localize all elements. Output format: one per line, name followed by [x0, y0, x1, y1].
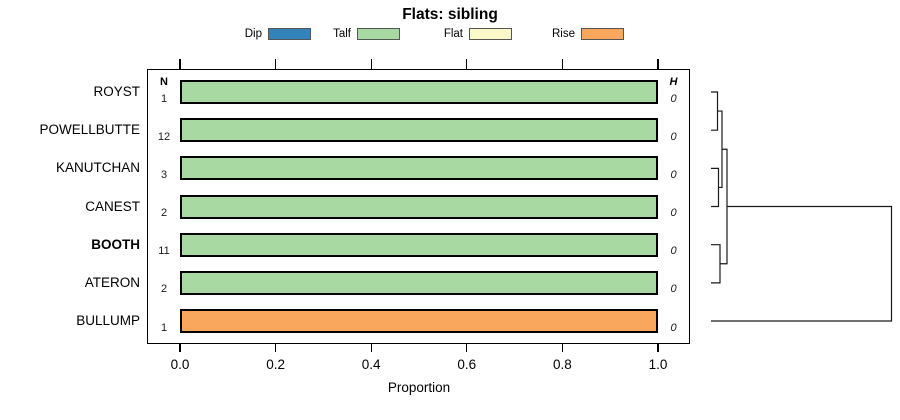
n-value-powellbutte: 12 [157, 130, 171, 143]
h-value-bullump: 0 [670, 321, 677, 334]
row-label-booth: BOOTH [91, 236, 140, 252]
h-value-kanutchan: 0 [670, 168, 677, 181]
h-value-royst: 0 [670, 92, 677, 105]
n-value-bullump: 1 [160, 321, 168, 334]
x-axis-label: Proportion [387, 380, 451, 395]
dendrogram-lines [711, 91, 893, 322]
h-value-canest: 0 [670, 207, 677, 219]
top-tick-0.4 [370, 58, 372, 69]
h-value-powellbutte: 0 [670, 130, 677, 143]
legend-label-flat: Flat [443, 27, 463, 40]
n-value-canest: 2 [160, 207, 168, 219]
top-tick-0.8 [561, 58, 563, 69]
x-tick-label-0.8: 0.8 [553, 357, 572, 372]
bottom-tick-0.2 [275, 343, 277, 352]
legend-item-talf: Talf [288, 26, 400, 41]
legend-swatch-talf [357, 27, 400, 40]
legend-item-dip: Dip [199, 26, 311, 41]
legend-swatch-dip [268, 27, 311, 40]
bottom-tick-0 [179, 343, 181, 352]
n-value-ateron: 2 [160, 283, 168, 296]
bottom-tick-0.6 [466, 343, 468, 352]
bottom-tick-0.4 [370, 343, 372, 352]
legend-item-rise: Rise [512, 26, 624, 41]
x-tick-label-0.4: 0.4 [361, 357, 381, 372]
row-label-kanutchan: KANUTCHAN [55, 160, 140, 176]
x-tick-label-0.6: 0.6 [457, 357, 477, 372]
top-tick-0 [179, 58, 181, 69]
bar-ateron-talf [180, 270, 658, 295]
column-header-n: N [160, 76, 168, 88]
x-tick-label-0.2: 0.2 [266, 357, 285, 372]
bar-powellbutte-talf [180, 118, 658, 143]
x-tick-label-1: 1.0 [648, 357, 668, 372]
n-value-booth: 11 [158, 245, 170, 258]
row-label-ateron: ATERON [84, 274, 140, 290]
bar-kanutchan-talf [180, 156, 658, 181]
legend-swatch-flat [469, 27, 512, 40]
bottom-tick-0.8 [561, 343, 563, 352]
legend-item-flat: Flat [400, 26, 512, 41]
x-tick-label-0: 0.0 [170, 357, 190, 372]
row-label-powellbutte: POWELLBUTTE [39, 122, 140, 138]
legend-label-rise: Rise [551, 27, 575, 40]
h-value-ateron: 0 [670, 283, 677, 296]
legend-label-dip: Dip [244, 27, 262, 40]
top-tick-0.2 [275, 58, 277, 69]
bottom-tick-1 [657, 343, 659, 352]
column-header-h: H [669, 76, 678, 88]
top-tick-0.6 [466, 58, 468, 69]
row-label-bullump: BULLUMP [76, 313, 140, 329]
h-value-booth: 0 [670, 245, 677, 258]
n-value-royst: 1 [160, 92, 168, 105]
top-tick-1 [657, 58, 659, 69]
chart-title: Flats: sibling [402, 6, 498, 23]
n-value-kanutchan: 3 [160, 168, 168, 181]
bar-canest-talf [180, 194, 658, 219]
bar-booth-talf [180, 232, 658, 257]
row-label-canest: CANEST [85, 198, 140, 214]
plot-box [147, 68, 690, 344]
bar-bullump-rise [180, 309, 658, 334]
row-label-royst: ROYST [93, 84, 140, 99]
legend-label-talf: Talf [333, 27, 351, 40]
bar-royst-talf [180, 80, 658, 104]
legend-swatch-rise [581, 27, 624, 40]
